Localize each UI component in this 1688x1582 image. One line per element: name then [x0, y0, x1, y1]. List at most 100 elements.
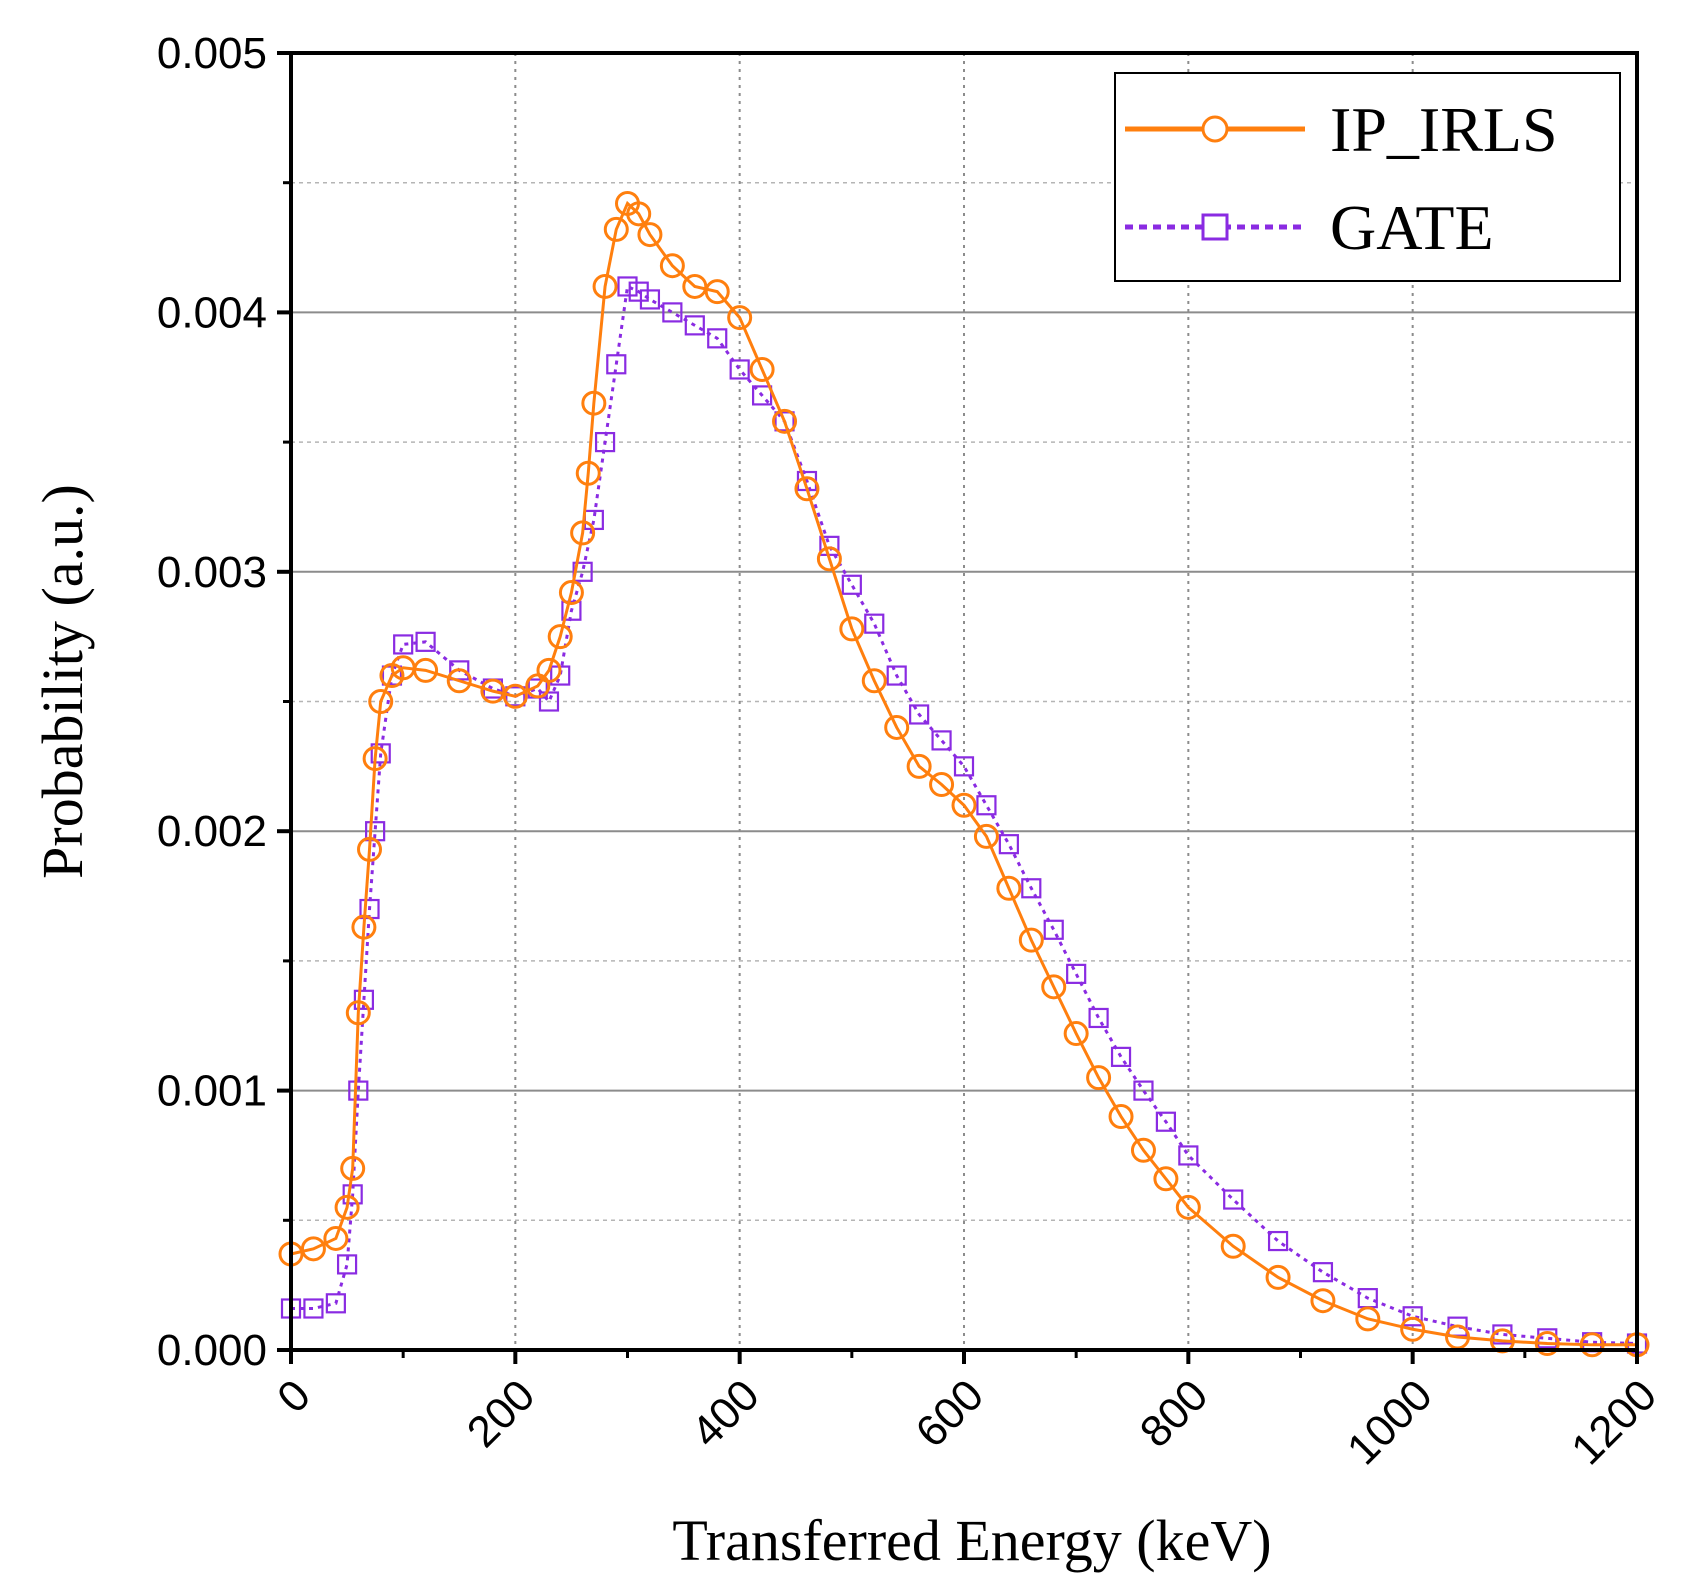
data-point-gate [393, 634, 414, 655]
data-point-ip-irls [839, 616, 865, 642]
data-point-gate [1155, 1111, 1177, 1132]
legend-sample-gate [1125, 213, 1305, 241]
data-point-ip-irls [413, 657, 439, 683]
y-tick-label: 0.002 [157, 807, 267, 856]
data-point-ip-irls [659, 253, 685, 279]
data-point-ip-irls [1153, 1166, 1179, 1192]
data-point-gate [886, 665, 907, 686]
data-point-ip-irls [1130, 1137, 1156, 1163]
data-point-ip-irls [727, 305, 753, 331]
data-point-ip-irls [1063, 1021, 1089, 1047]
x-axis-title: Transferred Energy (keV) [672, 1508, 1271, 1573]
data-point-gate [751, 385, 773, 406]
data-point-ip-irls [357, 836, 383, 862]
legend-marker [1201, 115, 1229, 143]
data-point-ip-irls [1355, 1306, 1381, 1332]
data-point-ip-irls [637, 222, 663, 248]
data-point-gate [953, 756, 975, 777]
data-point-ip-irls [626, 201, 652, 227]
data-point-ip-irls [1018, 927, 1044, 953]
legend-marker [1201, 213, 1229, 241]
y-tick-label: 0.005 [157, 29, 267, 78]
data-point-gate [1223, 1189, 1244, 1210]
data-point-ip-irls [1579, 1332, 1605, 1358]
data-point-ip-irls [1400, 1316, 1426, 1342]
data-point-gate [342, 1184, 363, 1205]
data-point-gate [594, 432, 616, 453]
y-tick-label: 0.001 [157, 1067, 267, 1116]
data-point-gate [628, 281, 649, 302]
data-point-gate [729, 359, 750, 380]
data-point-ip-irls [1310, 1288, 1336, 1314]
data-point-gate [1402, 1306, 1423, 1327]
data-point-ip-irls [1086, 1065, 1112, 1091]
data-point-ip-irls [334, 1194, 360, 1220]
data-point-gate [617, 276, 638, 297]
data-point-ip-irls [973, 823, 999, 849]
data-point-ip-irls [906, 753, 932, 779]
y-tick-label: 0.004 [157, 288, 267, 337]
data-point-gate [1178, 1145, 1199, 1166]
data-point-ip-irls [558, 580, 584, 606]
data-point-gate [370, 743, 391, 764]
data-point-gate [707, 328, 728, 349]
data-point-gate [774, 411, 795, 432]
data-point-ip-irls [1265, 1264, 1291, 1290]
legend-label-ip-irls: IP_IRLS [1330, 94, 1558, 165]
data-point-gate [931, 730, 952, 751]
data-point-ip-irls [1108, 1104, 1134, 1130]
data-point-ip-irls [345, 1000, 371, 1026]
legend: IP_IRLS GATE [1114, 72, 1621, 282]
data-point-ip-irls [340, 1155, 366, 1181]
y-tick-label: 0.003 [157, 548, 267, 597]
data-point-gate [325, 1293, 346, 1314]
data-point-gate [505, 686, 526, 707]
data-point-ip-irls [575, 460, 601, 486]
data-point-ip-irls [816, 546, 842, 572]
data-point-gate [303, 1298, 324, 1319]
data-point-ip-irls [682, 273, 708, 299]
data-point-gate [415, 631, 436, 652]
data-point-ip-irls [704, 279, 730, 305]
data-point-gate [1043, 919, 1064, 940]
data-point-ip-irls [749, 356, 775, 382]
data-point-ip-irls [351, 914, 377, 940]
data-point-ip-irls [1534, 1331, 1560, 1357]
data-point-gate [998, 834, 1019, 855]
data-point-gate [1066, 963, 1087, 984]
data-point-gate [1021, 878, 1042, 899]
data-point-gate [684, 315, 705, 336]
data-point-gate [348, 1080, 369, 1101]
data-point-ip-irls [547, 624, 573, 650]
data-point-gate [538, 691, 560, 712]
data-point-ip-irls [861, 668, 887, 694]
data-point-gate [976, 795, 997, 816]
data-point-ip-irls [1175, 1194, 1201, 1220]
data-point-gate [1088, 1007, 1109, 1029]
data-point-gate [561, 600, 582, 621]
data-point-gate [1133, 1080, 1154, 1101]
data-point-ip-irls [929, 772, 955, 798]
data-point-gate [336, 1254, 358, 1275]
legend-sample-ip-irls [1125, 115, 1305, 143]
y-axis-title: Probability (a.u.) [30, 484, 95, 879]
legend-entry-gate: GATE [1125, 192, 1494, 263]
data-point-gate [353, 989, 375, 1010]
data-point-ip-irls [581, 390, 607, 416]
grid [291, 53, 1637, 1350]
legend-box [1114, 72, 1621, 282]
legend-entry-ip-irls: IP_IRLS [1125, 94, 1558, 165]
data-point-ip-irls [951, 792, 977, 818]
data-point-ip-irls [502, 683, 528, 709]
data-point-ip-irls [480, 678, 506, 704]
data-point-gate [1110, 1046, 1132, 1067]
data-point-ip-irls [362, 746, 388, 772]
data-point-gate [841, 574, 862, 595]
data-point-ip-irls [1041, 974, 1067, 1000]
data-point-ip-irls [570, 520, 596, 546]
data-point-ip-irls [794, 476, 820, 502]
plot-series [278, 190, 1650, 1358]
data-point-ip-irls [300, 1236, 326, 1262]
data-point-gate [864, 613, 885, 634]
